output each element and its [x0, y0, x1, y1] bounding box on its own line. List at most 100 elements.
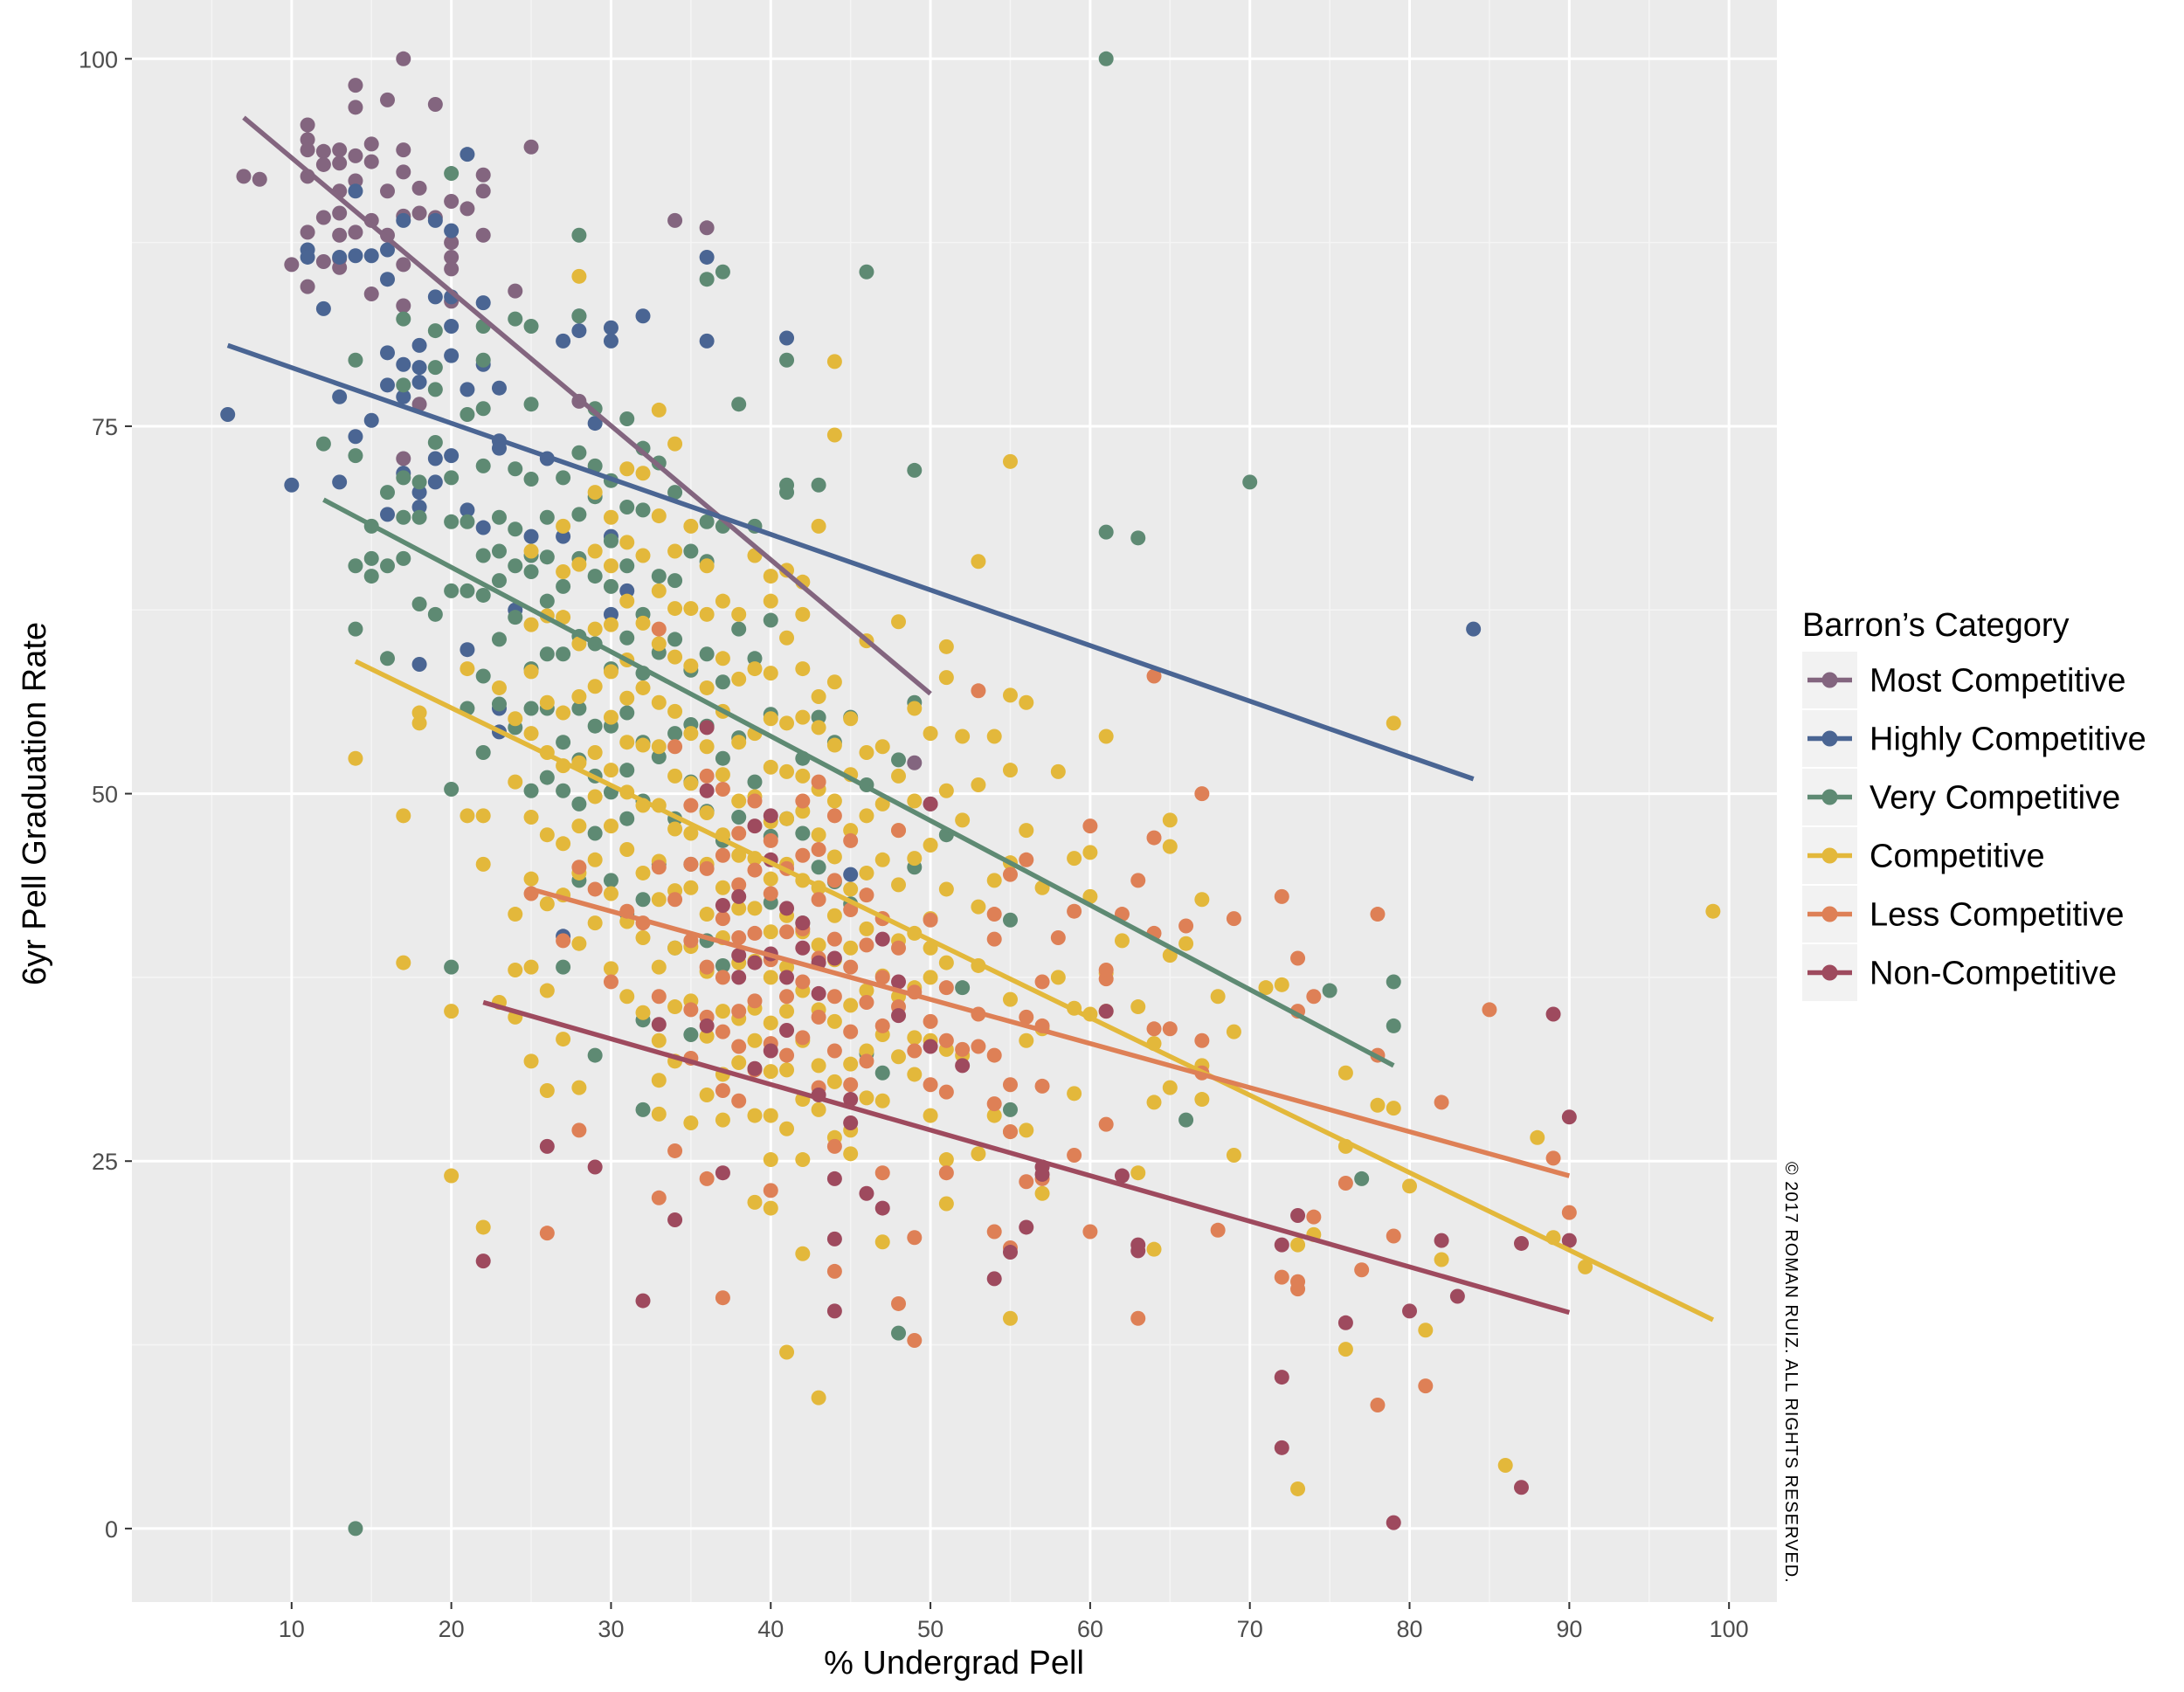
- data-point: [556, 528, 571, 544]
- data-point: [763, 1015, 778, 1031]
- data-point: [1178, 918, 1194, 934]
- data-point: [539, 549, 555, 565]
- data-point: [826, 1171, 842, 1186]
- data-point: [843, 902, 859, 918]
- data-point: [523, 664, 539, 680]
- data-point: [300, 224, 315, 240]
- data-point: [619, 461, 635, 477]
- data-point: [1418, 1378, 1434, 1394]
- data-point: [843, 1077, 859, 1093]
- data-point: [571, 818, 587, 834]
- data-point: [556, 610, 571, 625]
- data-point: [811, 842, 826, 858]
- data-point: [348, 224, 363, 240]
- data-point: [587, 416, 603, 432]
- data-point: [1705, 903, 1721, 919]
- data-point: [380, 242, 396, 258]
- data-point: [1002, 1102, 1018, 1117]
- data-point: [603, 709, 619, 725]
- data-point: [539, 827, 555, 843]
- data-point: [859, 937, 874, 953]
- data-point: [539, 646, 555, 662]
- data-point: [1354, 1262, 1370, 1278]
- data-point: [715, 897, 730, 913]
- data-point: [556, 783, 571, 798]
- data-point: [843, 940, 859, 956]
- data-point: [907, 462, 923, 478]
- data-point: [826, 1138, 842, 1154]
- data-point: [874, 739, 890, 755]
- data-point: [603, 961, 619, 977]
- data-point: [1194, 892, 1210, 908]
- data-point: [348, 621, 363, 637]
- legend-key-point: [1821, 847, 1838, 864]
- data-point: [874, 970, 890, 985]
- data-point: [603, 763, 619, 778]
- data-point: [348, 148, 363, 163]
- data-point: [826, 989, 842, 1005]
- data-point: [779, 485, 795, 501]
- data-point: [444, 583, 460, 598]
- data-point: [411, 499, 427, 515]
- data-point: [763, 666, 778, 681]
- data-point: [779, 1344, 795, 1360]
- data-point: [1019, 694, 1034, 710]
- data-point: [363, 550, 379, 566]
- data-point: [747, 661, 763, 677]
- data-point: [1034, 1166, 1050, 1182]
- x-tick-label: 90: [1556, 1616, 1582, 1642]
- data-point: [348, 183, 363, 199]
- data-point: [651, 583, 667, 598]
- data-point: [635, 929, 651, 945]
- series-points: [523, 621, 1577, 1413]
- data-point: [763, 871, 778, 887]
- data-point: [731, 901, 747, 916]
- data-point: [444, 782, 460, 798]
- data-point: [508, 311, 523, 327]
- data-point: [315, 156, 331, 172]
- data-point: [587, 1159, 603, 1175]
- data-point: [1290, 1207, 1306, 1223]
- data-point: [938, 955, 954, 970]
- data-point: [699, 646, 715, 662]
- data-point: [587, 915, 603, 931]
- data-point: [460, 583, 475, 598]
- data-point: [923, 912, 938, 928]
- data-point: [1002, 763, 1018, 778]
- data-point: [779, 959, 795, 975]
- data-point: [571, 268, 587, 284]
- data-point: [1386, 974, 1401, 990]
- data-point: [1402, 1303, 1418, 1319]
- trend-line: [530, 887, 1571, 1178]
- data-point: [396, 51, 411, 66]
- data-point: [699, 739, 715, 755]
- data-point: [715, 1082, 730, 1098]
- series-points: [475, 720, 1577, 1530]
- data-point: [938, 881, 954, 897]
- data-point: [731, 929, 747, 945]
- data-point: [603, 818, 619, 834]
- data-point: [763, 612, 778, 628]
- data-point: [1002, 453, 1018, 469]
- data-point: [380, 651, 396, 666]
- data-point: [971, 777, 986, 792]
- data-point: [731, 621, 747, 637]
- data-point: [523, 617, 539, 632]
- data-point: [731, 970, 747, 985]
- data-point: [699, 1028, 715, 1044]
- data-point: [252, 171, 267, 187]
- data-point: [523, 543, 539, 559]
- data-point: [826, 1013, 842, 1029]
- data-point: [603, 578, 619, 594]
- data-point: [859, 995, 874, 1011]
- data-point: [348, 173, 363, 189]
- data-point: [891, 752, 907, 768]
- data-point: [843, 1056, 859, 1072]
- data-point: [411, 397, 427, 412]
- data-point: [635, 865, 651, 881]
- data-point: [332, 249, 348, 265]
- data-point: [1337, 1342, 1353, 1357]
- data-point: [779, 1121, 795, 1136]
- data-point: [747, 1194, 763, 1210]
- data-point: [539, 1226, 555, 1241]
